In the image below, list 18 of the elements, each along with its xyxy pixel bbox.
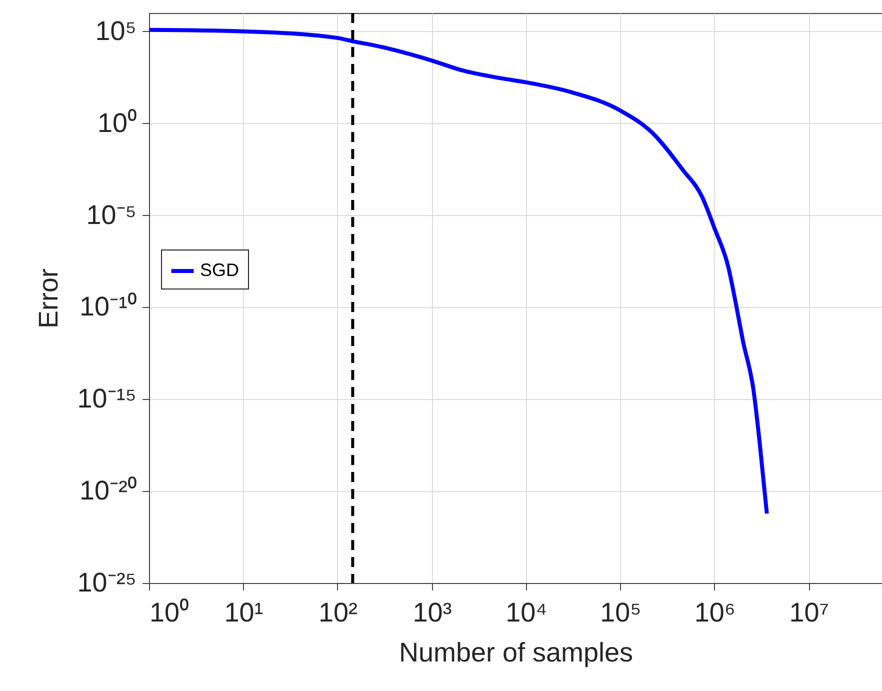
- y-tick-label: 10⁵: [95, 16, 136, 46]
- x-tick-label: 10⁷: [789, 598, 830, 628]
- x-axis-title: Number of samples: [398, 638, 634, 668]
- y-axis-title: Error: [33, 268, 64, 328]
- x-tick-label: 10⁴: [506, 598, 548, 628]
- legend-label: SGD: [200, 260, 240, 280]
- x-tick-label: 10¹: [224, 598, 264, 628]
- x-tick-label: 10³: [412, 598, 452, 628]
- y-tick-label: 10⁻⁵: [86, 200, 136, 230]
- x-tick-label: 10²: [318, 598, 358, 628]
- x-tick-label: 10⁶: [694, 598, 736, 628]
- x-tick-label: 10⁵: [600, 598, 642, 628]
- y-tick-label: 10⁰: [97, 108, 136, 138]
- y-tick-label: 10⁻¹⁵: [77, 384, 136, 414]
- y-tick-label: 10⁻²⁰: [79, 476, 136, 506]
- y-tick-label: 10⁻¹⁰: [79, 292, 136, 322]
- y-tick-label: 10⁻²⁵: [77, 568, 136, 598]
- x-tick-label: 10⁰: [150, 598, 189, 628]
